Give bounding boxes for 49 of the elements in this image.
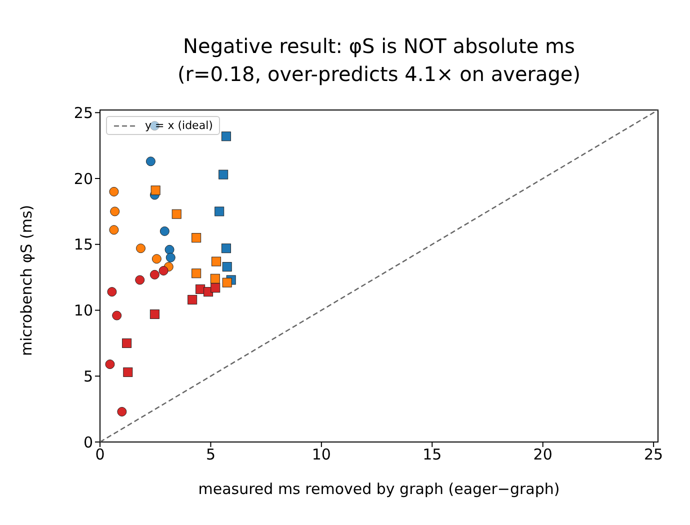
point: [222, 278, 232, 288]
chart-title: Negative result: φS is NOT absolute ms (r=0.18, over-predicts 4.1× on average): [176, 33, 582, 88]
point: [166, 252, 176, 262]
y-tick-label: 0: [83, 433, 93, 452]
point: [110, 206, 120, 216]
y-axis-title: microbench φS (ms): [17, 204, 36, 356]
x-axis-title: measured ms removed by graph (eager−graph): [198, 480, 560, 498]
point: [192, 268, 202, 278]
point: [210, 283, 220, 293]
point: [218, 170, 228, 180]
point: [222, 262, 232, 272]
point: [221, 132, 231, 142]
point: [109, 186, 119, 196]
point: [123, 367, 133, 377]
point: [210, 274, 220, 284]
point: [146, 156, 156, 166]
point: [160, 226, 170, 236]
legend-label: y = x (ideal): [145, 119, 213, 132]
x-tick-label: 20: [533, 446, 552, 464]
point: [117, 406, 127, 416]
x-tick-label: 10: [312, 446, 331, 464]
y-tick-label: 15: [74, 236, 93, 254]
y-tick-label: 25: [74, 104, 93, 122]
y-tick-label: 20: [74, 170, 93, 188]
point: [214, 206, 224, 216]
x-tick-label: 25: [644, 446, 664, 464]
point: [164, 244, 174, 254]
point: [221, 244, 231, 254]
point: [212, 256, 221, 266]
x-tick-label: 15: [422, 446, 442, 464]
point: [152, 254, 162, 264]
point: [109, 225, 119, 235]
point: [136, 244, 146, 254]
point: [150, 186, 160, 196]
point: [105, 360, 115, 370]
point: [135, 275, 145, 285]
point: [107, 287, 117, 297]
point: [150, 309, 160, 319]
x-tick-label: 5: [206, 446, 216, 464]
y-tick-label: 10: [74, 302, 93, 320]
point: [122, 338, 132, 348]
y-tick-label: 5: [83, 367, 93, 386]
x-tick-label: 0: [95, 446, 105, 464]
point: [188, 294, 198, 304]
point: [112, 310, 122, 320]
point: [150, 270, 160, 280]
point: [172, 209, 182, 219]
point: [158, 266, 168, 276]
point: [192, 233, 202, 243]
